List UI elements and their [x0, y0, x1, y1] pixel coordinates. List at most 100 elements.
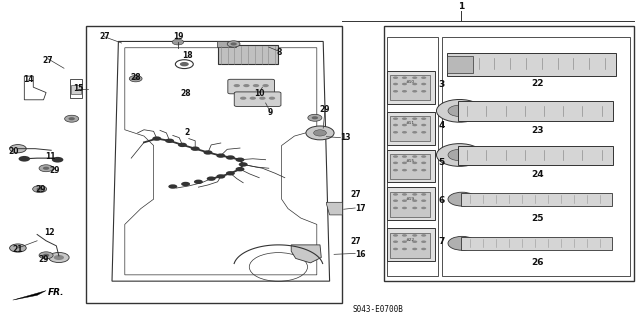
- Circle shape: [54, 255, 64, 260]
- Text: 24: 24: [531, 170, 544, 179]
- Text: 3: 3: [438, 79, 445, 89]
- Circle shape: [172, 39, 184, 45]
- FancyBboxPatch shape: [71, 85, 81, 94]
- Text: FR.: FR.: [48, 288, 65, 297]
- Circle shape: [421, 155, 426, 158]
- Text: 22: 22: [531, 78, 544, 88]
- Circle shape: [216, 153, 225, 158]
- FancyBboxPatch shape: [390, 192, 430, 217]
- Circle shape: [393, 248, 398, 250]
- Circle shape: [314, 130, 326, 136]
- Circle shape: [421, 207, 426, 209]
- Circle shape: [448, 192, 476, 206]
- Circle shape: [181, 182, 190, 186]
- Circle shape: [204, 150, 212, 155]
- Circle shape: [234, 84, 240, 87]
- Text: 13: 13: [340, 133, 351, 142]
- Polygon shape: [326, 202, 342, 215]
- Circle shape: [227, 41, 240, 47]
- Circle shape: [402, 90, 407, 93]
- Circle shape: [239, 162, 248, 167]
- Circle shape: [19, 156, 30, 162]
- Circle shape: [393, 131, 398, 134]
- FancyBboxPatch shape: [387, 112, 435, 145]
- Text: 4: 4: [438, 121, 445, 130]
- FancyBboxPatch shape: [447, 56, 473, 73]
- Circle shape: [436, 100, 483, 122]
- Circle shape: [33, 186, 47, 193]
- Circle shape: [259, 97, 266, 100]
- Circle shape: [393, 83, 398, 85]
- FancyBboxPatch shape: [387, 71, 435, 104]
- Circle shape: [269, 97, 275, 100]
- Circle shape: [253, 84, 259, 87]
- Circle shape: [421, 193, 426, 196]
- Circle shape: [421, 234, 426, 237]
- Circle shape: [10, 244, 26, 252]
- Text: 1: 1: [458, 2, 464, 11]
- Text: 28: 28: [131, 73, 141, 82]
- Circle shape: [240, 97, 246, 100]
- Circle shape: [180, 62, 189, 66]
- FancyBboxPatch shape: [228, 79, 275, 94]
- Text: 15: 15: [73, 84, 83, 93]
- Circle shape: [412, 90, 417, 93]
- Circle shape: [393, 162, 398, 164]
- Circle shape: [393, 234, 398, 237]
- Circle shape: [448, 105, 471, 116]
- Circle shape: [393, 199, 398, 202]
- FancyBboxPatch shape: [461, 237, 612, 250]
- Polygon shape: [218, 45, 278, 64]
- Circle shape: [448, 149, 471, 161]
- FancyBboxPatch shape: [387, 188, 435, 220]
- Circle shape: [402, 155, 407, 158]
- FancyBboxPatch shape: [458, 145, 613, 165]
- FancyBboxPatch shape: [458, 101, 613, 121]
- Circle shape: [132, 77, 139, 80]
- Text: 11: 11: [45, 152, 55, 161]
- Text: 17: 17: [355, 204, 366, 213]
- Circle shape: [421, 117, 426, 120]
- Circle shape: [226, 155, 235, 160]
- Text: 27: 27: [351, 190, 362, 199]
- Text: 19: 19: [173, 32, 183, 41]
- Text: 29: 29: [320, 105, 330, 114]
- Text: #22: #22: [406, 238, 415, 242]
- Circle shape: [393, 193, 398, 196]
- Text: 28: 28: [180, 89, 191, 98]
- Text: 8: 8: [277, 48, 282, 57]
- Circle shape: [402, 169, 407, 171]
- Circle shape: [191, 146, 200, 151]
- Text: #11: #11: [406, 122, 415, 125]
- Circle shape: [10, 145, 26, 153]
- Circle shape: [421, 131, 426, 134]
- Text: 9: 9: [268, 108, 273, 117]
- Circle shape: [216, 174, 225, 179]
- Circle shape: [207, 176, 216, 181]
- Text: 29: 29: [49, 166, 60, 175]
- Circle shape: [43, 254, 49, 257]
- Text: 29: 29: [35, 185, 45, 194]
- Circle shape: [421, 90, 426, 93]
- FancyBboxPatch shape: [390, 75, 430, 100]
- Text: 10: 10: [254, 89, 264, 98]
- Circle shape: [43, 167, 49, 170]
- Text: 5: 5: [438, 158, 445, 167]
- Text: 25: 25: [531, 214, 544, 223]
- Text: 27: 27: [43, 56, 53, 65]
- Circle shape: [412, 162, 417, 164]
- Circle shape: [312, 116, 318, 119]
- Circle shape: [412, 193, 417, 196]
- Circle shape: [402, 248, 407, 250]
- Circle shape: [262, 84, 269, 87]
- Circle shape: [402, 77, 407, 79]
- Circle shape: [393, 124, 398, 126]
- Circle shape: [236, 167, 244, 171]
- Circle shape: [412, 248, 417, 250]
- Circle shape: [236, 158, 244, 162]
- Circle shape: [402, 199, 407, 202]
- Polygon shape: [291, 245, 321, 263]
- Circle shape: [52, 157, 63, 163]
- FancyBboxPatch shape: [234, 92, 281, 107]
- Circle shape: [412, 199, 417, 202]
